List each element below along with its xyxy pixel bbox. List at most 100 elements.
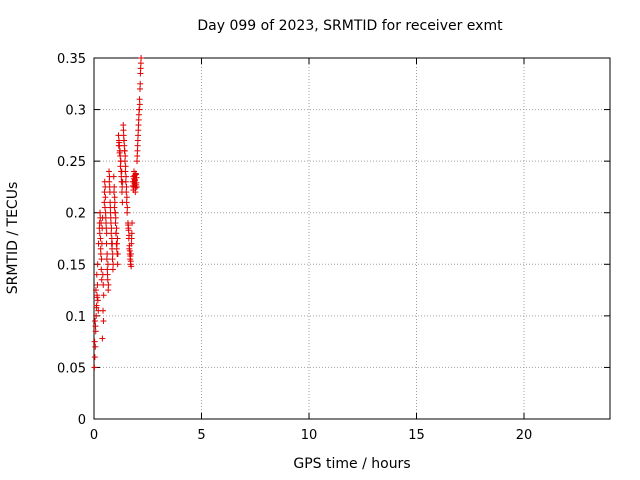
data-point xyxy=(101,189,108,196)
data-point xyxy=(121,158,128,165)
data-point xyxy=(94,281,101,288)
grid-lines xyxy=(94,58,610,419)
data-point xyxy=(123,199,130,206)
axis-ticks: 0 5 10 15 20 0 0.05 0.1 0.15 0.2 0.25 0.3 0.35 xyxy=(57,52,610,443)
data-point xyxy=(92,318,99,325)
data-point xyxy=(110,173,117,180)
data-point xyxy=(122,168,129,175)
data-point xyxy=(93,312,100,319)
data-point xyxy=(92,343,99,350)
data-point xyxy=(110,189,117,196)
x-axis-label: GPS time / hours xyxy=(293,456,411,472)
x-tick-label: 15 xyxy=(408,428,425,443)
data-point xyxy=(97,214,104,221)
data-point xyxy=(127,258,134,265)
data-point xyxy=(101,204,108,211)
data-point xyxy=(130,187,137,194)
data-point xyxy=(126,232,133,239)
data-point xyxy=(98,256,105,263)
data-point xyxy=(93,304,100,311)
data-point xyxy=(134,158,140,165)
data-point xyxy=(136,106,143,113)
data-point xyxy=(96,230,103,237)
y-tick-label: 0.35 xyxy=(57,52,86,67)
x-tick-label: 0 xyxy=(90,428,98,443)
data-point xyxy=(99,335,106,342)
data-point xyxy=(98,276,105,283)
y-tick-label: 0.1 xyxy=(65,310,86,325)
data-point xyxy=(104,261,111,268)
data-point xyxy=(132,177,139,184)
data-point xyxy=(120,127,127,134)
y-tick-label: 0.2 xyxy=(65,207,86,222)
y-tick-label: 0.3 xyxy=(65,104,86,119)
data-point xyxy=(137,60,144,67)
data-point xyxy=(123,194,130,201)
data-point xyxy=(103,240,110,247)
data-point xyxy=(105,281,112,288)
data-point xyxy=(114,240,121,247)
data-point xyxy=(135,111,142,118)
data-point xyxy=(120,122,127,129)
data-point xyxy=(104,266,111,273)
data-point xyxy=(97,235,104,242)
data-point xyxy=(126,247,133,254)
data-point xyxy=(111,194,118,201)
data-point xyxy=(135,127,142,134)
data-point xyxy=(132,171,139,178)
data-point xyxy=(137,85,144,92)
data-point xyxy=(94,297,101,304)
data-point xyxy=(108,235,115,242)
data-point xyxy=(135,116,142,123)
data-point xyxy=(128,263,135,270)
data-point xyxy=(108,225,115,232)
data-point xyxy=(111,204,118,211)
data-point xyxy=(120,137,127,144)
data-point xyxy=(111,183,118,190)
data-point xyxy=(97,250,104,257)
data-point xyxy=(112,214,119,221)
data-point xyxy=(92,328,99,335)
data-point xyxy=(91,364,98,371)
data-point xyxy=(133,183,140,190)
data-point xyxy=(103,225,110,232)
data-point xyxy=(112,220,119,227)
data-point xyxy=(135,132,142,139)
y-axis-label: SRMTID / TECUs xyxy=(5,181,21,295)
data-point xyxy=(137,65,144,72)
chart-title: Day 099 of 2023, SRMTID for receiver exm… xyxy=(197,18,503,34)
y-tick-label: 0 xyxy=(78,413,86,428)
data-point xyxy=(100,281,107,288)
data-point xyxy=(128,235,135,242)
plot-frame xyxy=(93,57,611,420)
data-point xyxy=(93,271,100,278)
data-point xyxy=(97,245,104,252)
data-point xyxy=(100,292,107,299)
data-point xyxy=(136,101,143,108)
data-point xyxy=(127,253,134,260)
data-point xyxy=(100,307,107,314)
data-point xyxy=(136,96,143,103)
data-point xyxy=(100,318,107,325)
data-point xyxy=(124,204,131,211)
data-point xyxy=(94,261,101,268)
data-point xyxy=(125,227,132,234)
data-point xyxy=(137,80,144,87)
data-point xyxy=(123,189,130,196)
x-tick-label: 10 xyxy=(301,428,318,443)
data-point xyxy=(113,245,120,252)
data-point xyxy=(97,209,104,216)
data-point xyxy=(121,147,128,154)
data-point xyxy=(104,250,111,257)
data-point xyxy=(125,222,132,229)
y-tick-label: 0.05 xyxy=(57,361,86,376)
data-point xyxy=(94,294,101,301)
data-point xyxy=(115,132,122,139)
data-point xyxy=(114,261,121,268)
data-point xyxy=(123,183,130,190)
data-point xyxy=(109,266,116,273)
data-point xyxy=(135,122,142,129)
data-point xyxy=(134,147,141,154)
data-point xyxy=(104,276,111,283)
